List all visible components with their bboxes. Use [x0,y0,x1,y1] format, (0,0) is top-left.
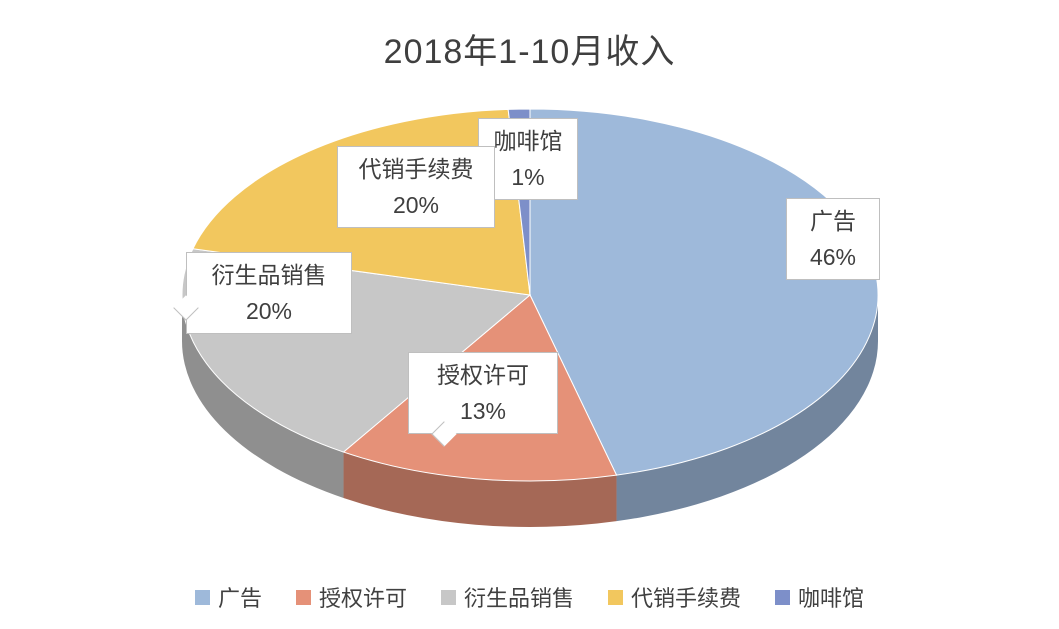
chart-title: 2018年1-10月收入 [383,33,676,71]
chart-legend: 广告 授权许可 衍生品销售 代销手续费 咖啡馆 [0,581,1059,613]
legend-item-consignment-fee: 代销手续费 [608,581,741,613]
data-label-value: 1% [511,164,545,190]
data-label-category: 代销手续费 [358,156,474,182]
pie-slice-side-1 [343,452,617,528]
data-label-category: 授权许可 [437,362,529,388]
data-label-consignment-fee: 代销手续费 20% [337,146,495,228]
pie-slice-side-2 [182,295,344,499]
pie-slice-side-0 [616,295,878,522]
data-label-value: 13% [459,398,507,424]
legend-label: 代销手续费 [631,586,742,611]
legend-swatch-icon [440,589,456,605]
data-label-value: 20% [392,192,440,218]
legend-swatch-icon [194,589,210,605]
legend-swatch-icon [295,589,311,605]
data-label-licensing: 授权许可 13% [408,352,558,447]
data-label-category: 衍生品销售 [211,262,327,288]
data-label-value: 20% [245,298,293,324]
data-label-category: 广告 [810,208,856,234]
data-label-value: 46% [809,244,857,270]
legend-swatch-icon [775,589,791,605]
legend-label: 衍生品销售 [463,586,574,611]
legend-item-advertising: 广告 [194,581,262,613]
data-label-derivative-sales: 衍生品销售 20% [173,252,352,334]
legend-label: 咖啡馆 [798,586,865,611]
legend-item-licensing: 授权许可 [295,581,407,613]
data-label-advertising: 广告 46% [786,198,880,280]
data-label-category: 咖啡馆 [493,128,563,154]
legend-label: 广告 [217,586,262,611]
legend-item-coffee: 咖啡馆 [775,581,864,613]
legend-swatch-icon [608,589,623,605]
legend-label: 授权许可 [318,586,407,611]
legend-item-derivative-sales: 衍生品销售 [440,581,574,613]
